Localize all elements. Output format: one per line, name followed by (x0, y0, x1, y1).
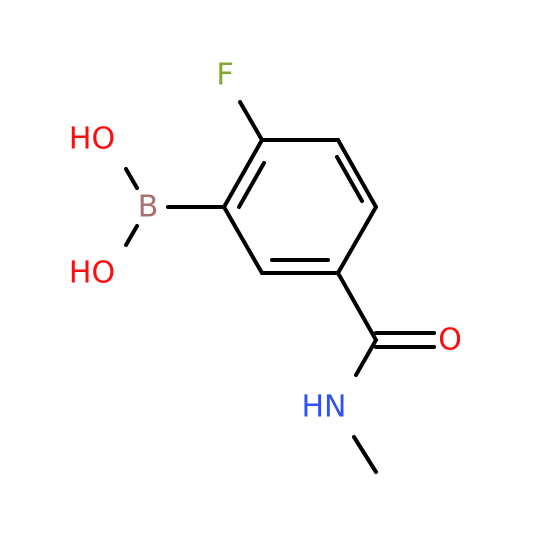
atom-label: B (138, 190, 159, 225)
bond (336, 138, 378, 209)
bond (124, 167, 139, 190)
double-bond (237, 161, 266, 209)
bond (238, 100, 264, 142)
atom-label: HO (69, 256, 115, 291)
bond (354, 338, 378, 377)
bond (222, 138, 264, 209)
double-bond (335, 155, 364, 203)
bond (222, 205, 264, 275)
bond (124, 224, 139, 247)
atom-label: F (216, 58, 233, 93)
bonds (124, 100, 436, 474)
bond (336, 271, 378, 342)
atom-label: HO (69, 122, 115, 157)
atom-label: HN (302, 390, 347, 425)
bond (336, 205, 378, 275)
bond (352, 435, 378, 474)
atom-label: O (438, 323, 462, 358)
